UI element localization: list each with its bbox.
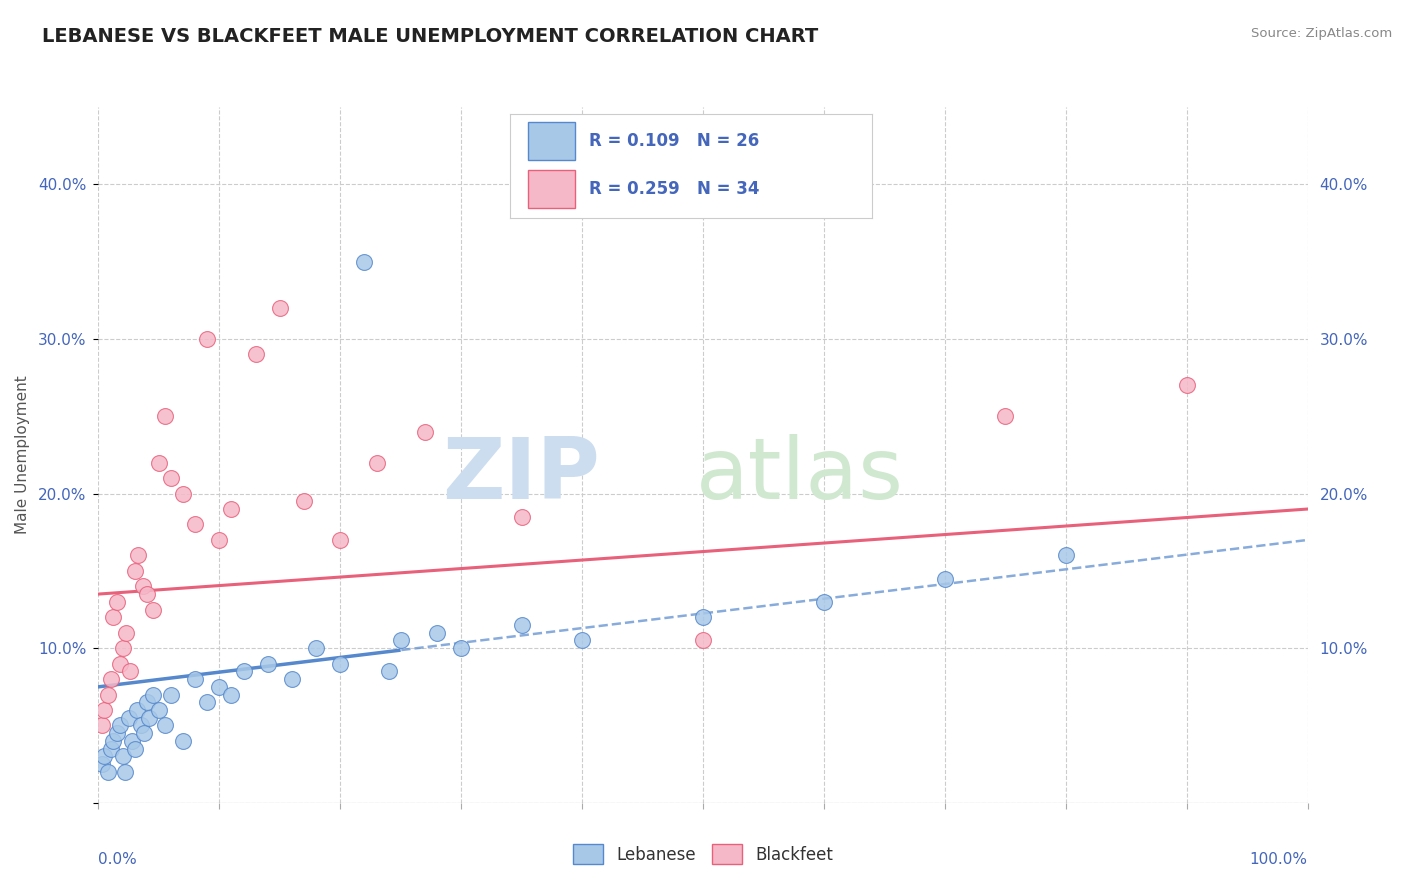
Point [97,688,120,702]
Point [129,718,152,732]
Point [269,301,291,315]
Point [138,711,160,725]
Point [195,695,218,709]
Point [142,688,165,702]
Point [1054,549,1077,563]
Point [571,633,593,648]
Point [105,726,128,740]
Point [256,657,278,671]
Point [994,409,1017,424]
Point [115,625,138,640]
Point [108,657,131,671]
Text: ZIP: ZIP [443,434,600,517]
Text: atlas: atlas [696,434,904,517]
Text: Source: ZipAtlas.com: Source: ZipAtlas.com [1251,27,1392,40]
Point [510,618,533,632]
Point [934,572,956,586]
Point [221,502,243,516]
Point [91,757,114,772]
Point [292,494,315,508]
Point [108,718,131,732]
Point [450,641,472,656]
Point [160,688,183,702]
Point [329,657,352,671]
Point [101,734,124,748]
Point [121,734,143,748]
Point [132,579,155,593]
Point [208,533,231,547]
Point [101,610,124,624]
Point [100,672,122,686]
Point [111,641,134,656]
Point [692,610,714,624]
Point [91,718,114,732]
Point [114,764,136,779]
Point [413,425,436,439]
Text: LEBANESE VS BLACKFEET MALE UNEMPLOYMENT CORRELATION CHART: LEBANESE VS BLACKFEET MALE UNEMPLOYMENT … [42,27,818,45]
Point [353,254,375,268]
Point [111,749,134,764]
Point [105,595,128,609]
Point [692,633,714,648]
Text: 100.0%: 100.0% [1250,852,1308,866]
Point [118,711,141,725]
Point [813,595,835,609]
Point [1175,378,1198,392]
Point [232,665,254,679]
Y-axis label: Male Unemployment: Male Unemployment [15,376,30,534]
Point [134,726,156,740]
Point [366,456,388,470]
Point [153,409,176,424]
Point [118,665,141,679]
Point [184,672,207,686]
Point [510,509,533,524]
Point [281,672,304,686]
Point [135,695,157,709]
Point [93,749,115,764]
Point [127,549,149,563]
Point [172,734,194,748]
Point [153,718,176,732]
Point [160,471,183,485]
Point [245,347,267,361]
Point [148,703,170,717]
Point [221,688,243,702]
Point [127,703,149,717]
Point [305,641,328,656]
Point [135,587,157,601]
Point [184,517,207,532]
Point [172,486,194,500]
Point [426,625,449,640]
Point [93,703,115,717]
Point [124,741,146,756]
Point [208,680,231,694]
Point [148,456,170,470]
Point [124,564,146,578]
Text: 0.0%: 0.0% [98,852,138,866]
Point [195,332,218,346]
Point [100,741,122,756]
Point [377,665,399,679]
Point [142,602,165,616]
Legend: Lebanese, Blackfeet: Lebanese, Blackfeet [567,838,839,871]
Point [97,764,120,779]
Point [329,533,352,547]
Point [389,633,412,648]
